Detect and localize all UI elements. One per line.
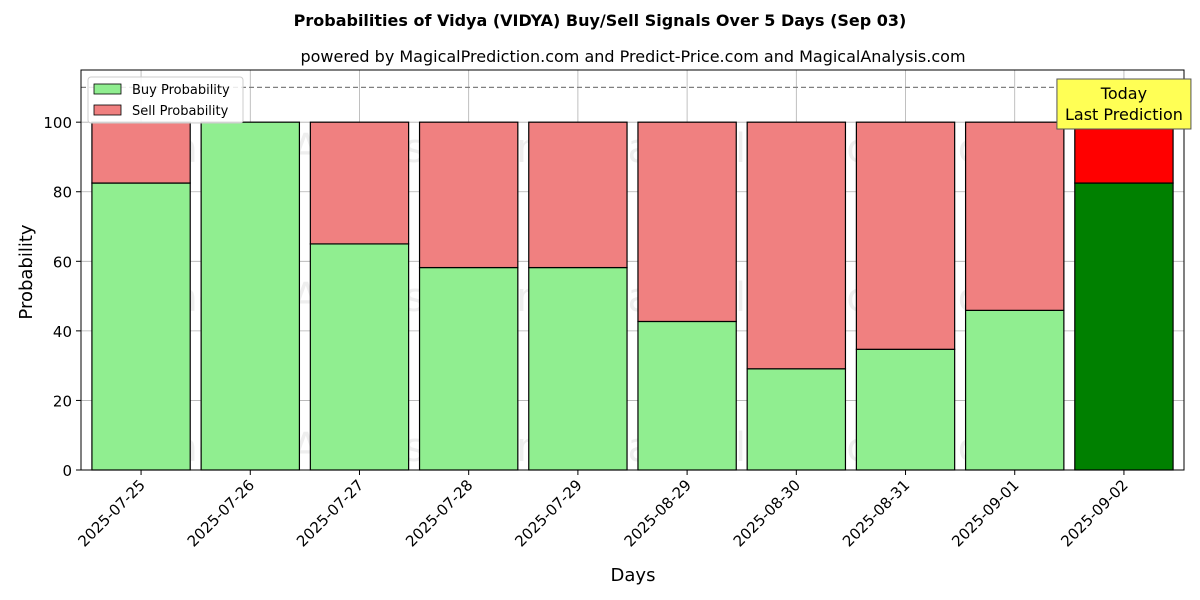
buy-bar [309,243,410,471]
y-tick-label: 80 [53,184,72,202]
y-tick-label: 40 [53,323,72,341]
sell-bar [855,121,956,350]
buy-bar [200,121,301,471]
legend-label: Buy Probability [132,83,230,98]
x-tick-label: 2025-07-26 [184,476,258,550]
buy-bar [855,348,956,471]
buy-bar [528,266,628,471]
bar-layer [91,121,1174,471]
sell-bar [309,121,410,245]
chart-title: Probabilities of Vidya (VIDYA) Buy/Sell … [294,11,907,30]
sell-bar [964,121,1065,311]
y-axis-label: Probability [16,224,37,319]
buy-bar [91,182,191,471]
buy-bar [637,320,737,471]
sell-bar [418,121,519,269]
annotation-box [1056,78,1192,130]
sell-bar [91,121,191,184]
legend-label: Sell Probability [132,104,229,119]
x-axis-label: Days [611,565,656,586]
legend-box [87,76,244,124]
x-tick-label: 2025-07-25 [75,476,149,550]
y-tick-label: 0 [62,462,72,480]
y-tick-label: 60 [53,253,72,271]
today-annotation: Today Last Prediction [1056,78,1192,130]
x-tick-label: 2025-07-28 [402,476,476,550]
x-tick-label: 2025-08-30 [730,476,804,550]
annotation-line: Last Prediction [1065,105,1183,124]
legend: Buy Probability Sell Probability [87,76,244,124]
plot-frame [80,69,1185,471]
chart-subtitle: powered by MagicalPrediction.com and Pre… [300,47,965,66]
x-tick-label: 2025-08-31 [839,476,913,550]
x-tick-label: 2025-07-27 [293,476,367,550]
buy-bar [1074,182,1174,471]
x-tick-label: 2025-08-29 [621,476,695,550]
legend-swatch [93,83,122,95]
legend-swatch [93,104,122,116]
y-tick-label: 100 [43,114,72,132]
y-tick-label: 20 [53,392,72,410]
sell-bar [1074,121,1174,184]
sell-bar [746,121,847,370]
x-tick-label: 2025-07-29 [511,476,585,550]
buy-bar [964,309,1065,471]
sell-bar [637,121,737,323]
x-tick-label: 2025-09-02 [1057,476,1131,550]
buy-bar [746,368,847,471]
x-tick-label: 2025-09-01 [948,476,1022,550]
buy-bar [418,266,519,471]
annotation-line: Today [1100,84,1147,103]
sell-bar [528,121,628,269]
